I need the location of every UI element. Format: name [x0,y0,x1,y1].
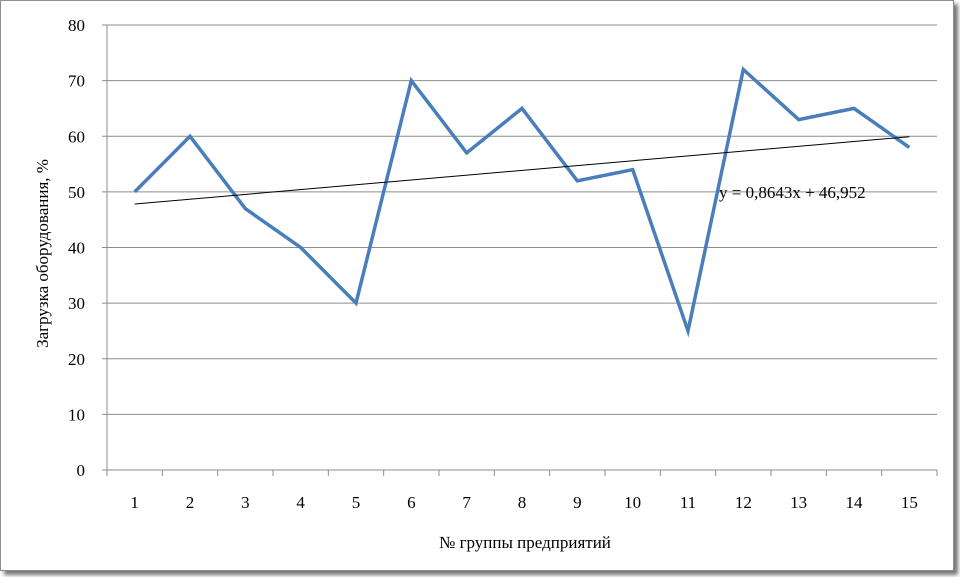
x-tick-label: 9 [573,493,582,512]
y-tick-labels: 0 10 20 30 40 50 60 70 80 [68,16,85,480]
x-tick-label: 6 [407,493,416,512]
x-tick-label: 4 [296,493,305,512]
y-axis-title: Загрузка оборудования, % [33,159,52,348]
gridlines [107,24,937,415]
x-tick-label: 15 [901,493,918,512]
x-tick-label: 13 [790,493,807,512]
y-tick-label: 40 [68,239,85,258]
trendline [134,136,910,205]
x-tick-label: 2 [186,493,195,512]
y-tick-label: 10 [68,405,85,424]
x-tick-label: 3 [241,493,250,512]
series-layer [133,66,911,338]
y-tick-label: 20 [68,350,85,369]
x-tick-labels: 1 2 3 4 5 6 7 8 9 10 11 12 13 14 15 [130,493,917,512]
x-axis-title: № группы предприятий [439,533,611,552]
x-tick-label: 14 [846,493,864,512]
series-line-1 [133,66,911,338]
axes [102,24,938,476]
x-tick-label: 10 [624,493,641,512]
x-tick-label: 1 [130,493,139,512]
trendline-equation: y = 0,8643x + 46,952 [719,183,866,202]
x-tick-label: 7 [462,493,471,512]
x-tick-label: 8 [518,493,527,512]
y-tick-label: 30 [68,294,85,313]
y-tick-label: 60 [68,127,85,146]
x-tick-label: 12 [735,493,752,512]
x-tick-label: 5 [352,493,361,512]
y-tick-label: 0 [77,461,86,480]
trendline-layer [134,136,910,205]
y-tick-label: 50 [68,183,85,202]
x-tick-label: 11 [680,493,696,512]
y-tick-label: 70 [68,72,85,91]
y-tick-label: 80 [68,16,85,35]
